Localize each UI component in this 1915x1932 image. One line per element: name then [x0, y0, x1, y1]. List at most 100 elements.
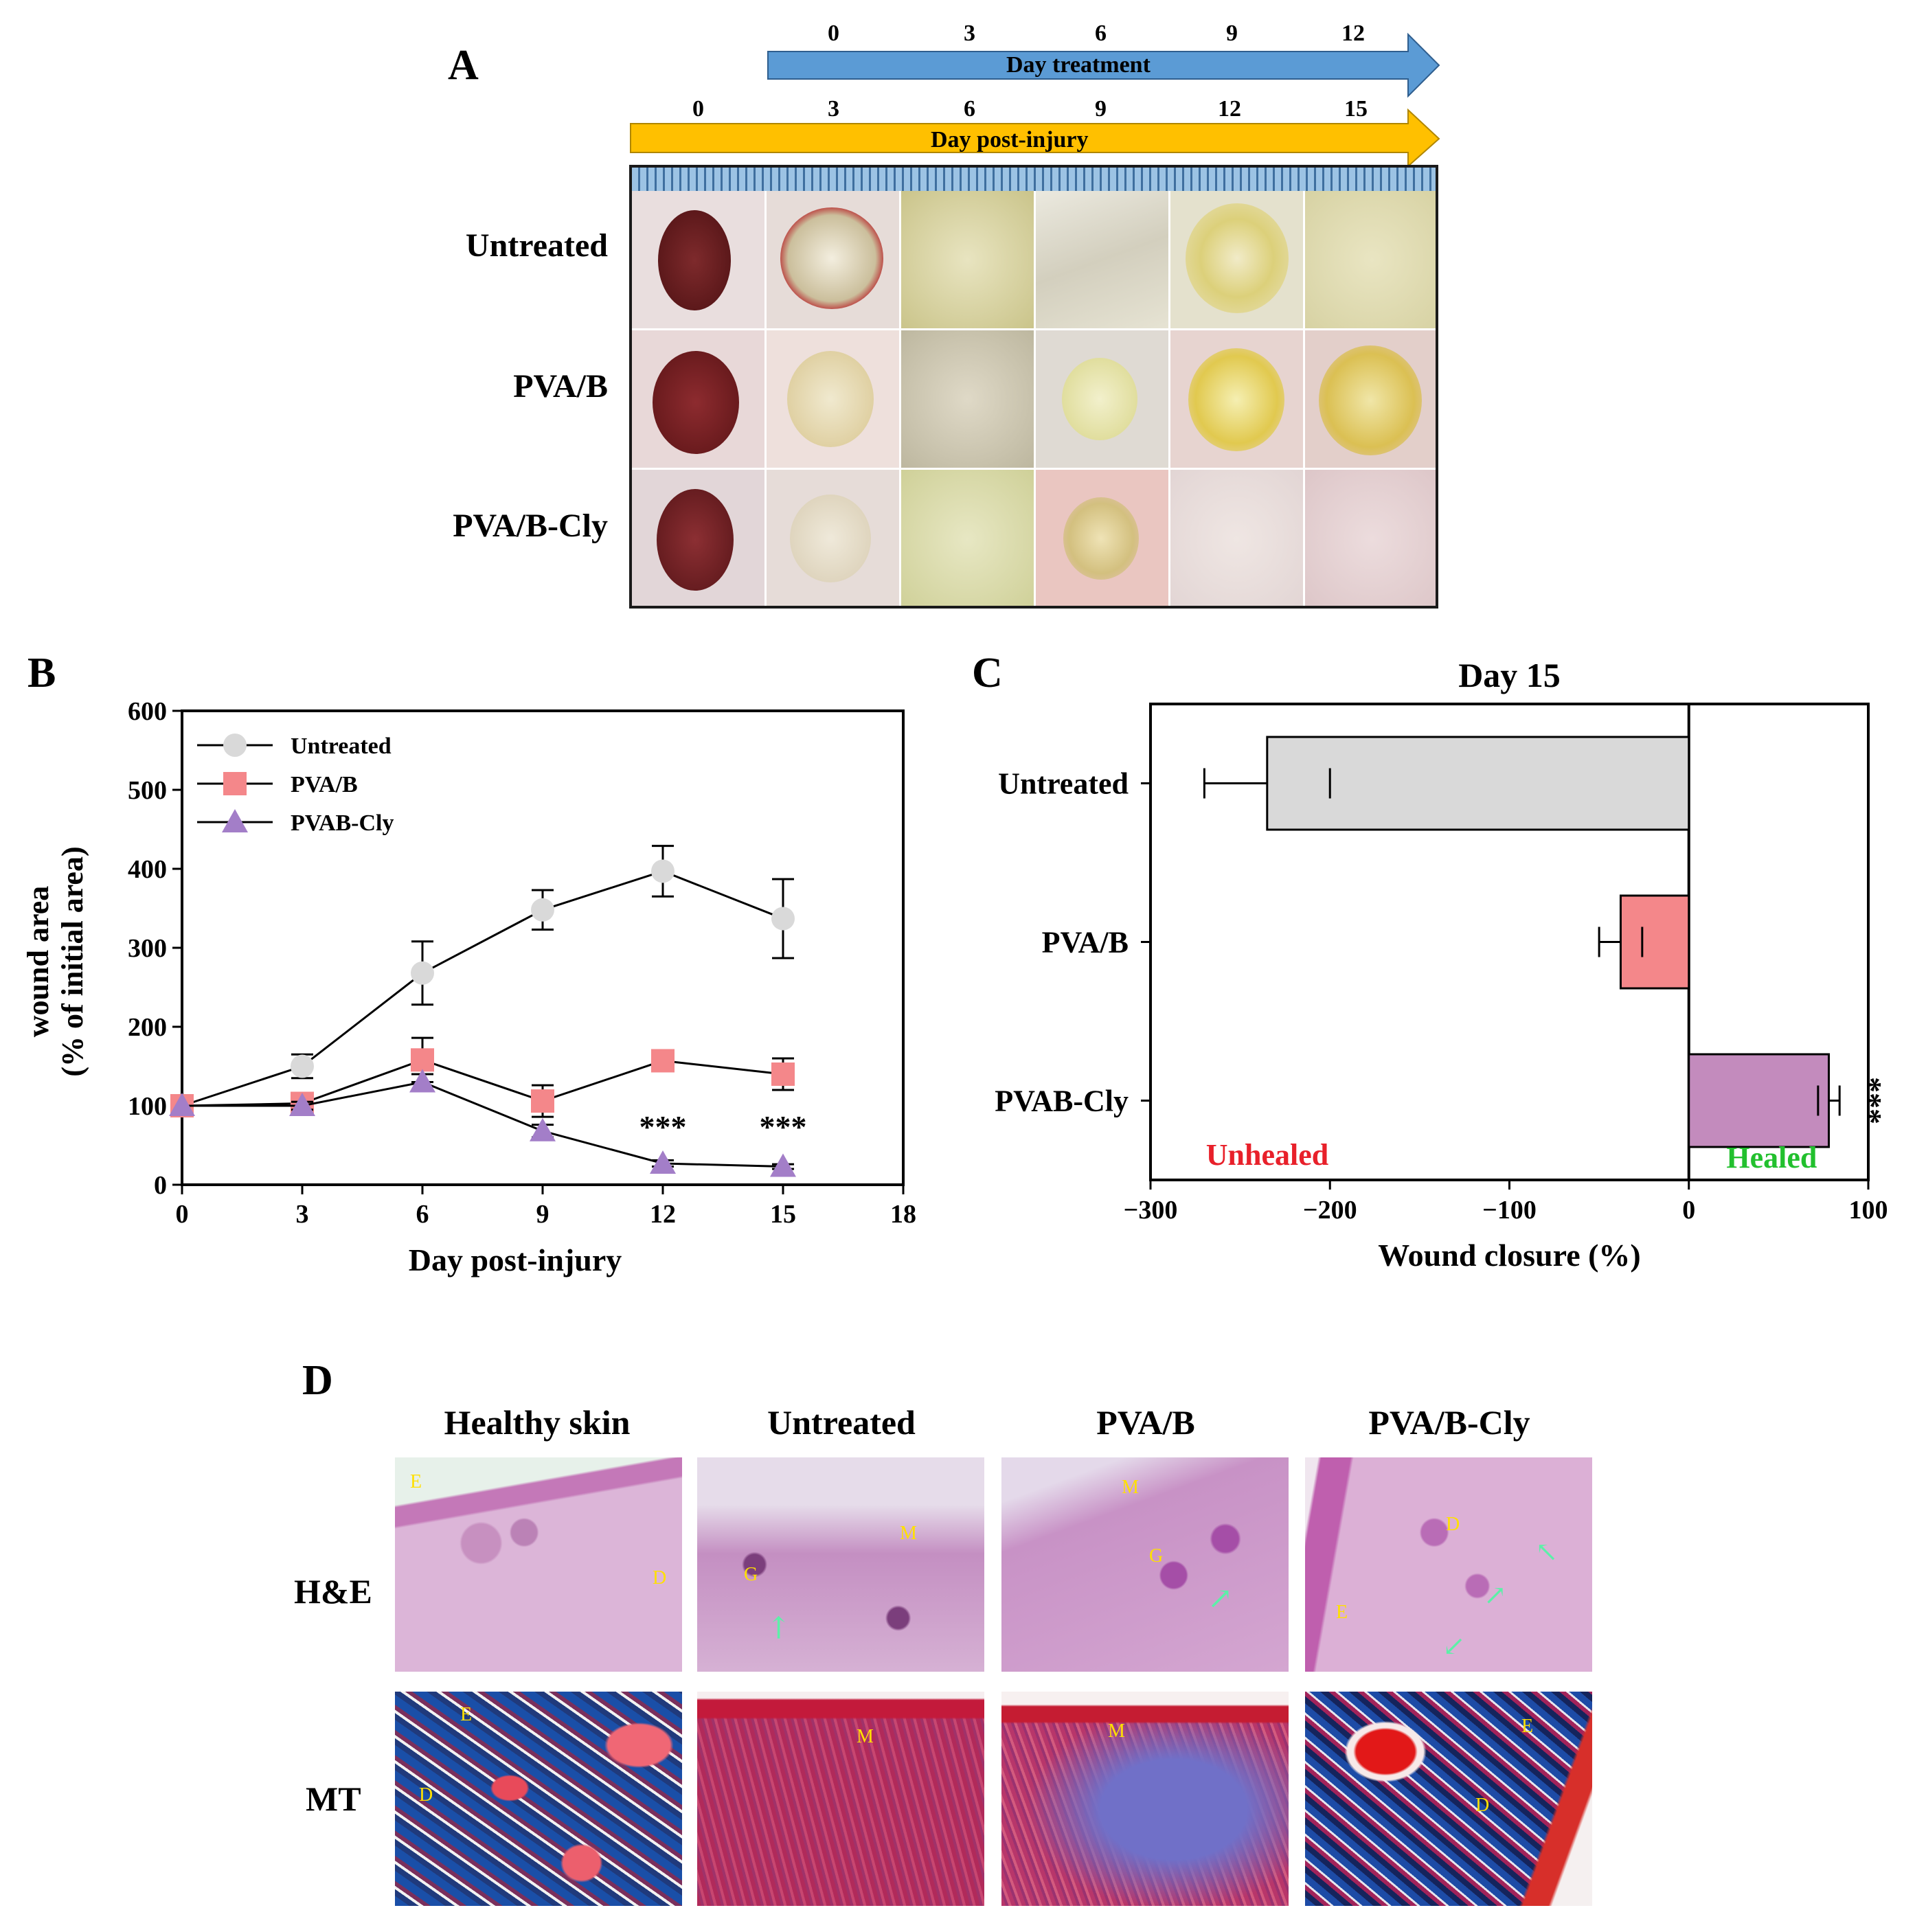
he-pvabcly-arrow-icon-1: ↖	[1535, 1536, 1559, 1568]
he-pvab-arrow-icon: ↗	[1208, 1581, 1233, 1616]
he-healthy-label-d: D	[653, 1567, 667, 1589]
region-label-unhealed: Unhealed	[1206, 1138, 1328, 1172]
column-label-pvab: PVA/B	[1096, 1403, 1195, 1442]
injury-day-9: 9	[1095, 96, 1107, 122]
photo-untreated-d0	[632, 191, 767, 330]
photo-pvab-d0	[632, 330, 767, 470]
treatment-arrow	[767, 32, 1440, 98]
he-healthy-label-e: E	[410, 1471, 422, 1492]
he-pvabcly-label-e: E	[1336, 1602, 1348, 1623]
photo-pvab-d9	[1036, 330, 1170, 470]
data-point	[411, 1048, 434, 1072]
photo-untreated-d6	[901, 191, 1036, 330]
he-pvab-label-g: G	[1149, 1545, 1164, 1567]
series-line-1	[181, 1058, 784, 1107]
data-point	[411, 961, 434, 985]
y-tick-label: 600	[128, 697, 167, 726]
photo-pvab-d12	[1170, 330, 1305, 470]
wound-closure-bar-chart: Day 15 −300 −200 −100 0 100 Wound closure (%) U…	[995, 656, 1888, 1273]
mt-pvabcly-label-d: D	[1475, 1795, 1490, 1816]
data-point	[289, 1093, 315, 1116]
injury-day-12: 12	[1218, 96, 1241, 122]
photo-untreated-d15	[1305, 191, 1436, 330]
photo-pvabcly-d9	[1036, 470, 1170, 606]
x-tick-label: 0	[176, 1200, 189, 1229]
legend-label: Untreated	[291, 734, 392, 759]
he-untreated-label-g: G	[744, 1564, 758, 1585]
y-tick-label: 300	[128, 934, 167, 963]
data-point	[531, 1089, 554, 1113]
panel-c-letter: C	[972, 650, 1003, 696]
x-axis-label: Day post-injury	[409, 1242, 622, 1277]
mt-healthy-label-d: D	[419, 1784, 433, 1806]
x-tick-label: −100	[1482, 1196, 1537, 1225]
he-healthy-image: E D	[395, 1457, 682, 1672]
legend-label: PVA/B	[291, 772, 358, 797]
x-tick-label: 18	[890, 1200, 916, 1229]
injury-arrow-label: Day post-injury	[931, 127, 1089, 152]
y-axis-label-line: wound area	[21, 886, 55, 1037]
he-pvab-label-m: M	[1122, 1477, 1139, 1498]
photo-pvabcly-d12	[1170, 470, 1305, 606]
data-point	[651, 859, 675, 883]
column-label-untreated: Untreated	[767, 1403, 916, 1442]
significance-marker: ***	[639, 1109, 687, 1144]
treatment-day-3: 3	[964, 21, 975, 46]
he-untreated-label-m: M	[900, 1523, 917, 1544]
mt-pvab-label-m: M	[1108, 1720, 1125, 1742]
panel-d-letter: D	[302, 1357, 333, 1404]
x-tick-label: 12	[650, 1200, 676, 1229]
x-axis-label: Wound closure (%)	[1378, 1238, 1641, 1273]
x-tick-label: 9	[536, 1200, 549, 1229]
y-tick-label: 400	[128, 855, 167, 884]
data-point	[771, 907, 795, 931]
photo-pvabcly-d6	[901, 470, 1036, 606]
legend-marker	[223, 734, 247, 757]
x-tick-label: 6	[416, 1200, 429, 1229]
he-untreated-arrow-icon: ↗	[757, 1606, 800, 1649]
legend-marker	[222, 809, 248, 832]
he-pvabcly-arrow-icon-2: ↗	[1484, 1580, 1507, 1611]
photo-pvab-d15	[1305, 330, 1436, 470]
he-pvabcly-arrow-icon-3: ↙	[1442, 1630, 1466, 1662]
mt-pvab-image: M	[1001, 1692, 1289, 1906]
ruler-strip	[632, 168, 1436, 191]
treatment-day-0: 0	[828, 21, 839, 46]
x-tick-label: −300	[1124, 1196, 1178, 1225]
photo-pvab-d6	[901, 330, 1036, 470]
wound-area-line-chart: 0 3 6 9 12 15 18 0 100 200 300 400 500 600 Day post-in…	[21, 697, 916, 1277]
row-label-pvab: PVA/B	[513, 368, 608, 405]
data-point	[650, 1150, 676, 1174]
data-point	[169, 1093, 195, 1116]
panel-a-arrows	[630, 32, 1440, 168]
x-tick-label: 3	[296, 1200, 309, 1229]
he-untreated-image: G M ↗	[697, 1457, 984, 1672]
y-tick-label: 100	[128, 1092, 167, 1121]
treatment-day-6: 6	[1095, 21, 1107, 46]
panel-a-letter: A	[448, 42, 479, 89]
treatment-day-9: 9	[1226, 21, 1238, 46]
injury-day-3: 3	[828, 96, 839, 122]
data-point	[651, 1049, 675, 1073]
y-tick-label: 500	[128, 776, 167, 805]
data-point	[770, 1153, 796, 1177]
region-label-healed: Healed	[1726, 1141, 1817, 1174]
x-tick-label: 0	[1682, 1196, 1695, 1225]
photo-pvabcly-d15	[1305, 470, 1436, 606]
data-point	[291, 1054, 314, 1078]
bar	[1688, 1053, 1831, 1148]
mt-pvabcly-image: E D	[1305, 1692, 1592, 1906]
row-label-mt: MT	[306, 1780, 361, 1818]
y-tick-label: PVA/B	[1042, 926, 1129, 959]
photo-pvabcly-d0	[632, 470, 767, 606]
data-point	[530, 1117, 556, 1141]
series-line-0	[181, 870, 784, 1107]
row-label-untreated: Untreated	[465, 227, 608, 264]
data-point	[531, 898, 554, 922]
row-label-pvab-cly: PVA/B-Cly	[453, 508, 608, 544]
he-pvabcly-image: D E ↖ ↗ ↙	[1305, 1457, 1592, 1672]
legend-label: PVAB-Cly	[291, 810, 394, 836]
photo-untreated-d3	[767, 191, 901, 330]
series-line-2	[182, 1080, 784, 1168]
mt-healthy-image: E D	[395, 1692, 682, 1906]
